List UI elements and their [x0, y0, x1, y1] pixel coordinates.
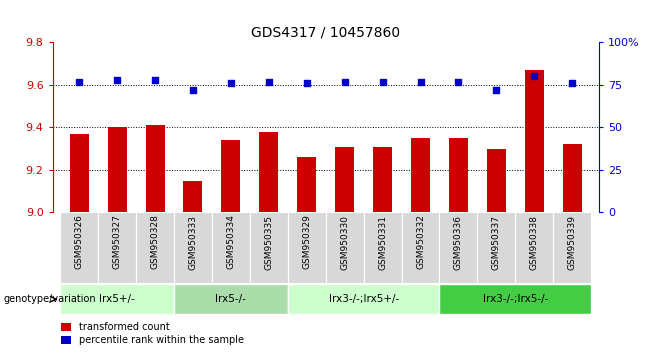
Bar: [515, 212, 553, 283]
Point: [301, 80, 312, 86]
Point: [112, 77, 122, 83]
Bar: [553, 212, 591, 283]
Text: genotype/variation: genotype/variation: [3, 294, 96, 304]
Legend: transformed count, percentile rank within the sample: transformed count, percentile rank withi…: [57, 319, 248, 349]
Point: [226, 80, 236, 86]
Bar: [364, 212, 401, 283]
Bar: [297, 157, 316, 354]
Text: lrx5-/-: lrx5-/-: [215, 294, 246, 304]
Text: GSM950332: GSM950332: [416, 215, 425, 269]
Title: GDS4317 / 10457860: GDS4317 / 10457860: [251, 26, 400, 40]
Point: [567, 80, 578, 86]
Bar: [108, 127, 126, 354]
Bar: [326, 212, 364, 283]
Text: GSM950333: GSM950333: [188, 215, 197, 269]
Point: [74, 79, 84, 84]
Bar: [98, 212, 136, 283]
Bar: [174, 284, 288, 314]
Bar: [563, 144, 582, 354]
Bar: [136, 212, 174, 283]
Point: [377, 79, 388, 84]
Point: [453, 79, 464, 84]
Point: [415, 79, 426, 84]
Bar: [61, 284, 174, 314]
Bar: [259, 132, 278, 354]
Point: [264, 79, 274, 84]
Bar: [174, 212, 212, 283]
Text: GSM950338: GSM950338: [530, 215, 539, 269]
Point: [340, 79, 350, 84]
Bar: [487, 149, 506, 354]
Bar: [61, 212, 98, 283]
Text: GSM950336: GSM950336: [454, 215, 463, 269]
Bar: [440, 284, 591, 314]
Bar: [221, 140, 240, 354]
Bar: [373, 147, 392, 354]
Text: GSM950331: GSM950331: [378, 215, 387, 269]
Bar: [145, 125, 164, 354]
Bar: [288, 212, 326, 283]
Text: GSM950337: GSM950337: [492, 215, 501, 269]
Bar: [70, 134, 89, 354]
Text: GSM950326: GSM950326: [75, 215, 84, 269]
Bar: [184, 181, 203, 354]
Bar: [212, 212, 250, 283]
Bar: [440, 212, 478, 283]
Bar: [335, 147, 354, 354]
Text: lrx3-/-;lrx5+/-: lrx3-/-;lrx5+/-: [328, 294, 399, 304]
Text: lrx5+/-: lrx5+/-: [99, 294, 135, 304]
Text: GSM950327: GSM950327: [113, 215, 122, 269]
Bar: [525, 70, 544, 354]
Text: GSM950339: GSM950339: [568, 215, 576, 269]
Bar: [288, 284, 440, 314]
Point: [188, 87, 198, 93]
Point: [529, 74, 540, 79]
Point: [150, 77, 161, 83]
Text: GSM950335: GSM950335: [265, 215, 273, 269]
Text: GSM950328: GSM950328: [151, 215, 159, 269]
Bar: [411, 138, 430, 354]
Text: GSM950329: GSM950329: [302, 215, 311, 269]
Bar: [449, 138, 468, 354]
Point: [491, 87, 501, 93]
Bar: [250, 212, 288, 283]
Text: GSM950330: GSM950330: [340, 215, 349, 269]
Bar: [401, 212, 440, 283]
Text: lrx3-/-;lrx5-/-: lrx3-/-;lrx5-/-: [483, 294, 548, 304]
Bar: [478, 212, 515, 283]
Text: GSM950334: GSM950334: [226, 215, 236, 269]
